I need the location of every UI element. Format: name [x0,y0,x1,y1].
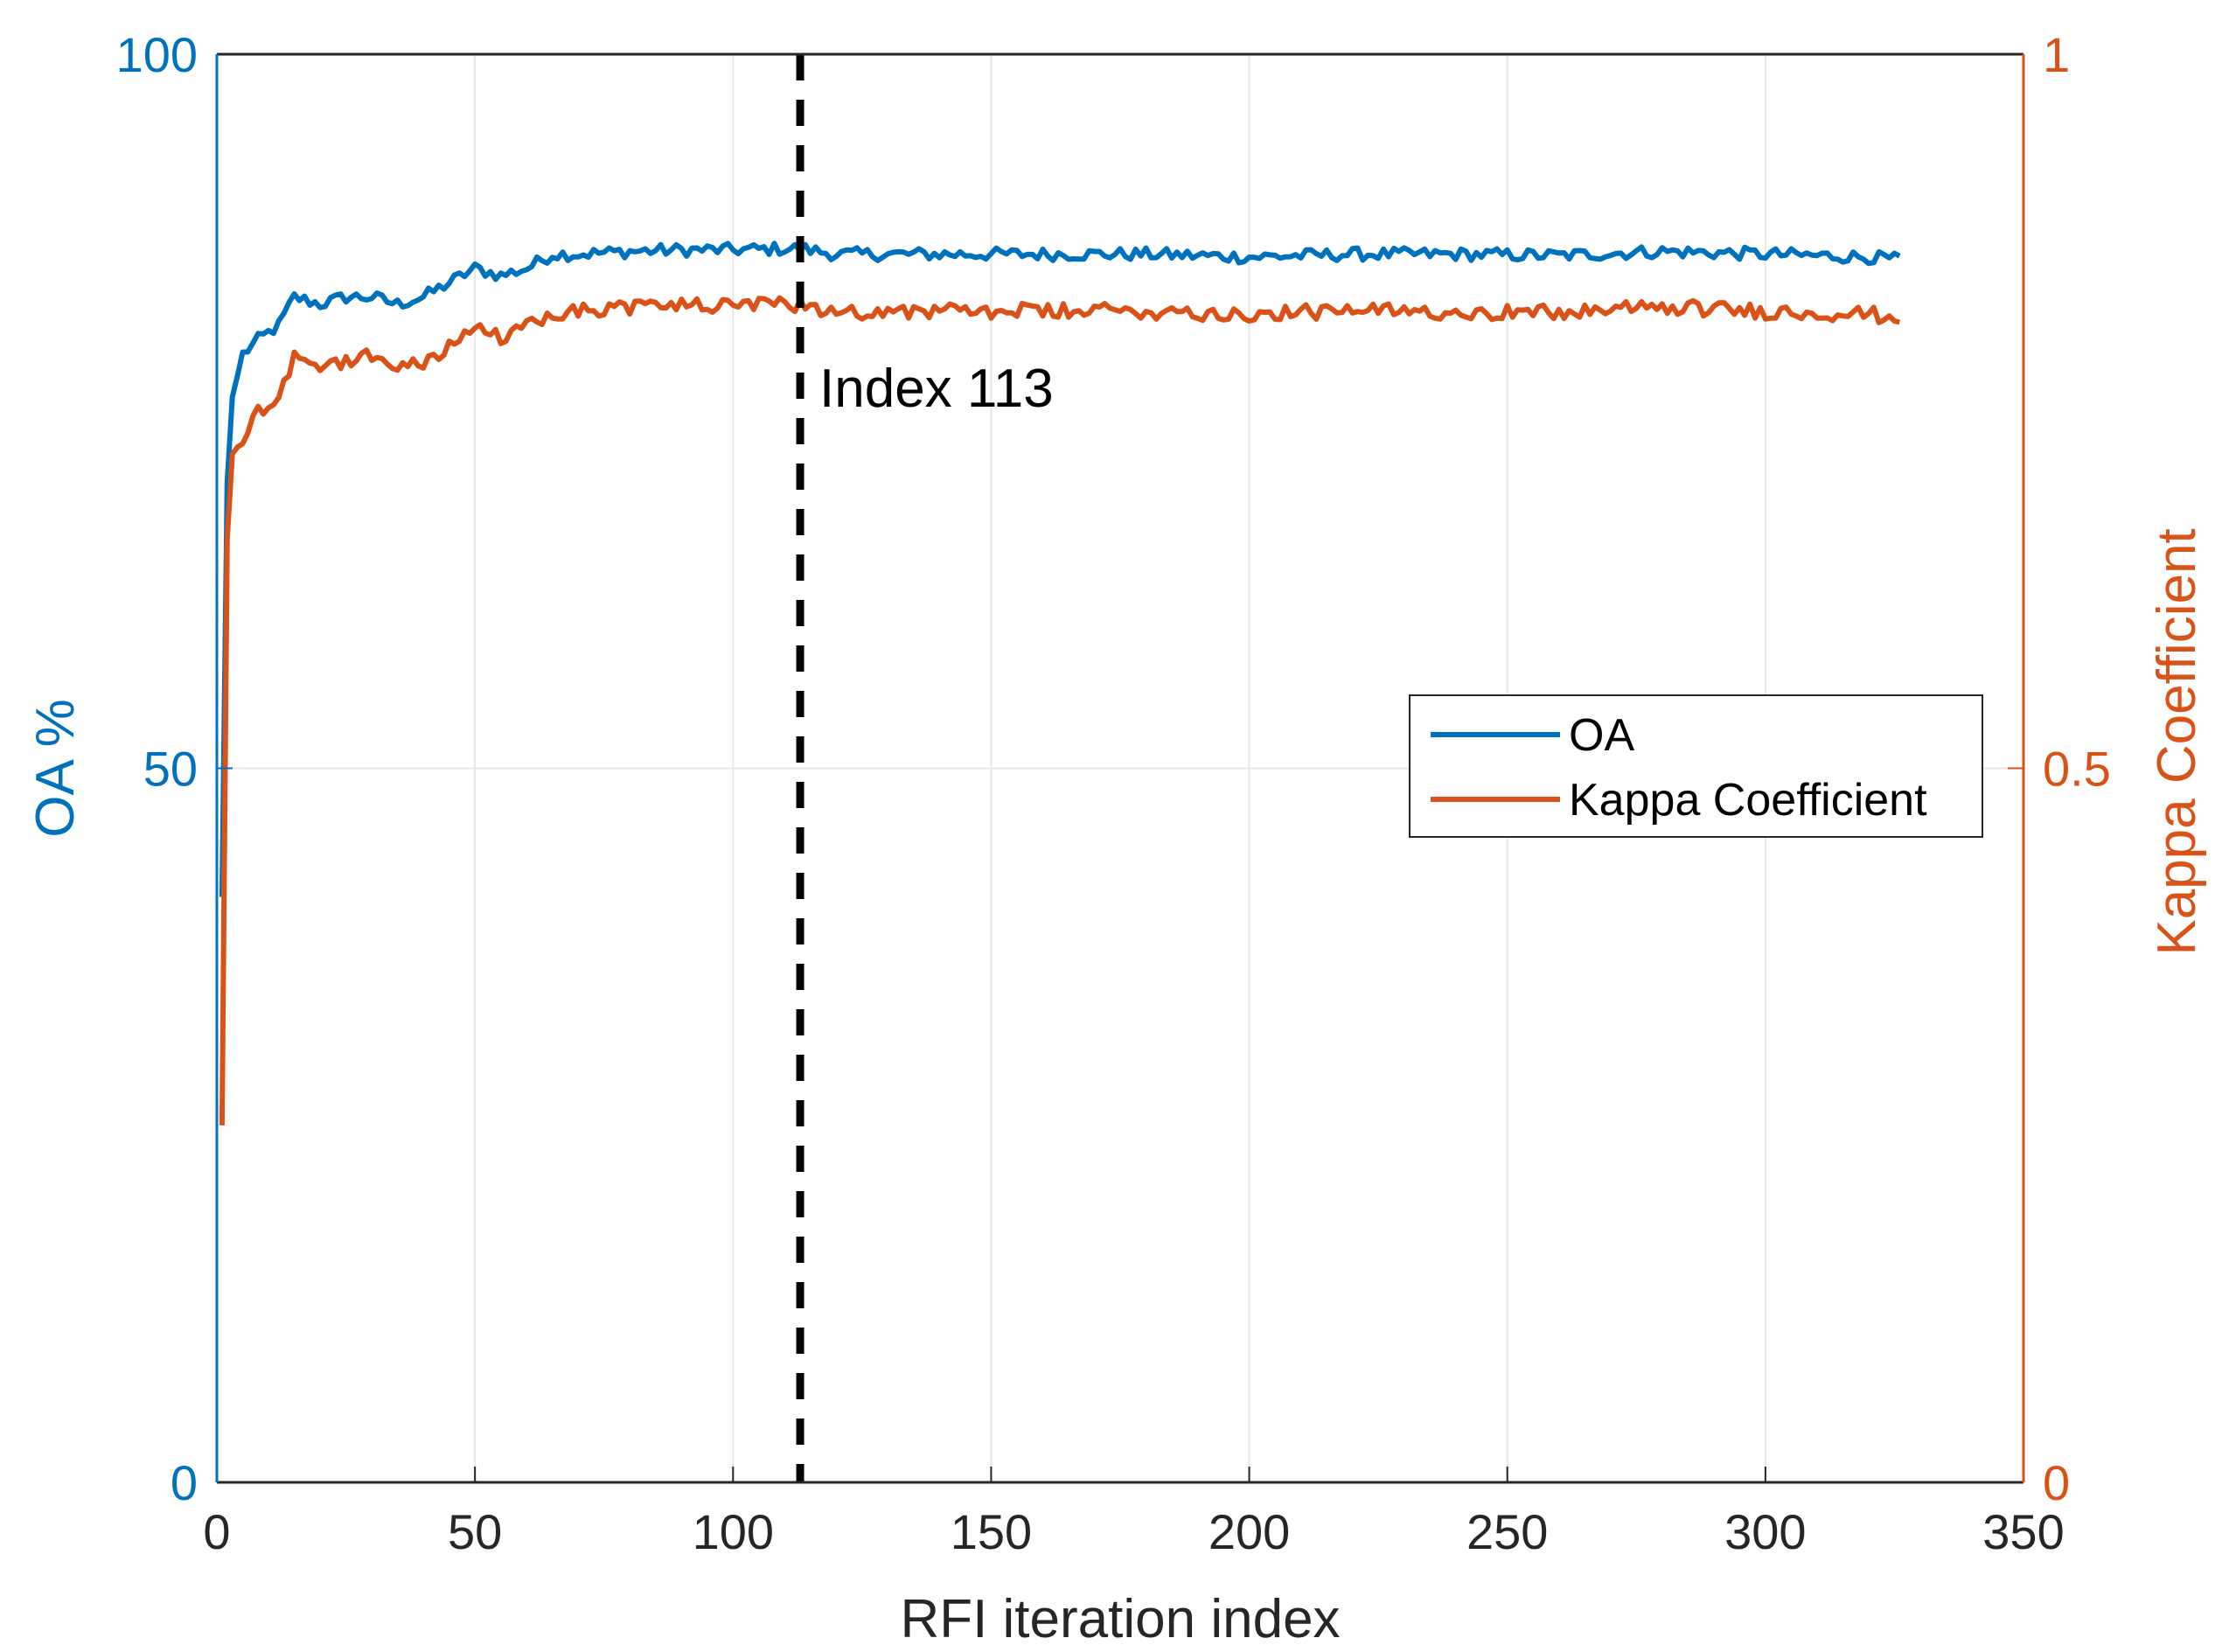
y-left-tick-label: 100 [116,27,198,82]
x-tick-label: 300 [1724,1504,1806,1559]
y-left-tick-label: 50 [143,742,198,797]
y-axis-right-label: Kappa Coefficient [2147,528,2207,955]
legend-box [1409,694,1983,838]
x-tick-label: 250 [1466,1504,1548,1559]
legend: OA Kappa Coefficient [1409,694,1983,838]
x-tick-label: 0 [203,1504,230,1559]
x-tick-label: 350 [1982,1504,2064,1559]
y-right-tick-label: 1 [2043,27,2070,82]
legend-label-kappa: Kappa Coefficient [1569,775,1927,826]
y-right-tick-label: 0 [2043,1455,2070,1510]
kappa-line [219,295,1900,1126]
x-tick-label: 200 [1209,1504,1290,1559]
x-tick-label: 150 [951,1504,1032,1559]
series-layer [219,240,1901,1126]
axes-layer [215,52,2025,1484]
oa-line [219,240,1901,897]
y-left-tick-label: 0 [171,1455,198,1510]
y-axis-left-label: OA % [25,699,86,838]
index-annotation-label: Index 113 [819,359,1054,419]
x-tick-label: 100 [693,1504,774,1559]
legend-label-oa: OA [1569,710,1634,761]
y-right-tick-label: 0.5 [2043,742,2111,797]
x-axis-label: RFI iteration index [900,1589,1340,1649]
x-tick-label: 50 [448,1504,502,1559]
